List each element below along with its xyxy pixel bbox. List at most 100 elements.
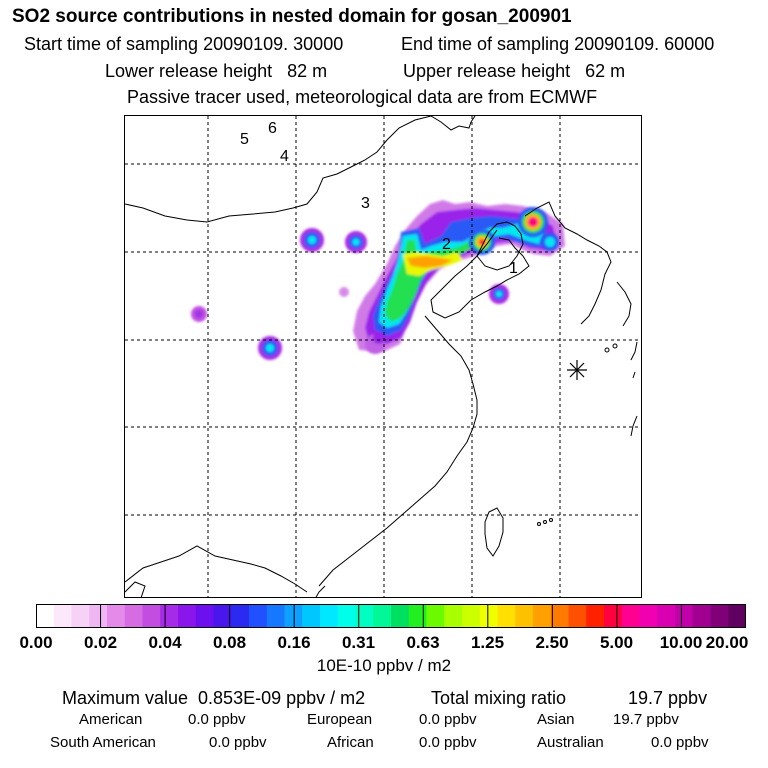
marker-4: 4 — [280, 148, 289, 165]
hotspot-mid — [345, 231, 367, 253]
colorbar-cell — [639, 604, 658, 628]
colorbar-cell — [302, 604, 321, 628]
colorbar-tick-label: 5.00 — [599, 633, 634, 652]
region-value-african: 0.0 ppbv — [419, 734, 477, 751]
colorbar-cell — [675, 604, 694, 628]
upper-release-height-label: Upper release height 62 m — [403, 61, 626, 81]
total-mixing-ratio-value: 19.7 ppbv — [628, 688, 708, 708]
map-islands — [537, 343, 618, 526]
plume-orange — [407, 256, 453, 268]
colorbar-tick-label: 0.04 — [148, 633, 182, 652]
colorbar-cell — [355, 604, 374, 628]
region-label-south-american: South American — [50, 734, 156, 751]
colorbar-tick-label: 1.25 — [470, 633, 505, 652]
colorbar-tick-label: 0.16 — [277, 633, 311, 652]
colorbar — [36, 604, 746, 628]
colorbar-cell — [231, 604, 250, 628]
region-label-american: American — [79, 711, 143, 728]
maximum-value-label: Maximum value 0.853E-09 ppbv / m2 — [62, 688, 366, 708]
hotspot-far-west — [191, 306, 207, 322]
colorbar-cell — [692, 604, 712, 628]
colorbar-cell — [53, 604, 73, 628]
tracer-label: Passive tracer used, meteorological data… — [127, 87, 598, 107]
hotspot-small — [339, 287, 349, 297]
hotspot-bohai-a — [469, 229, 495, 255]
colorbar-tick-label: 2.50 — [535, 633, 569, 652]
colorbar-cell — [320, 604, 339, 628]
region-value-american: 0.0 ppbv — [188, 711, 246, 728]
region-value-australian: 0.0 ppbv — [651, 734, 709, 751]
region-label-african: African — [327, 734, 374, 751]
hotspot-southwest — [258, 336, 282, 360]
colorbar-cell — [107, 604, 126, 628]
map-plot: 1 2 3 4 5 6 — [125, 116, 641, 597]
colorbar-cell — [586, 604, 605, 628]
colorbar-cell — [479, 604, 499, 628]
colorbar-cell — [497, 604, 516, 628]
colorbar-cell — [462, 604, 481, 628]
colorbar-cell — [89, 604, 108, 628]
colorbar-cell — [533, 604, 552, 628]
colorbar-cell — [444, 604, 463, 628]
colorbar-tick-label: 10.00 — [659, 633, 703, 652]
colorbar-cell — [728, 604, 746, 628]
colorbar-cell — [213, 604, 232, 628]
colorbar-cell — [657, 604, 676, 628]
colorbar-cell — [604, 604, 623, 628]
colorbar-tick-label: 0.08 — [212, 633, 247, 652]
marker-1: 1 — [509, 260, 518, 277]
hotspot-shandong — [489, 284, 509, 304]
marker-3: 3 — [361, 195, 370, 212]
colorbar-cell — [373, 604, 392, 628]
colorbar-tick-label: 0.31 — [341, 633, 376, 652]
start-time-label: Start time of sampling 20090109. 30000 — [24, 34, 344, 54]
region-label-asian: Asian — [537, 711, 575, 728]
region-label-european: European — [307, 711, 373, 728]
hotspot-south-plume — [365, 332, 385, 354]
colorbar-cell — [178, 604, 197, 628]
map-grid — [125, 116, 641, 597]
colorbar-cell — [195, 604, 215, 628]
colorbar-cell — [337, 604, 357, 628]
receptor-asterisk-marker — [567, 360, 587, 380]
colorbar-cell — [142, 604, 161, 628]
colorbar-cell — [266, 604, 286, 628]
total-mixing-ratio-label: Total mixing ratio — [431, 688, 567, 708]
colorbar-cell — [71, 604, 90, 628]
colorbar-tick-label: 0.02 — [83, 633, 118, 652]
concentration-field — [353, 200, 565, 352]
marker-6: 6 — [268, 120, 277, 137]
region-label-australian: Australian — [537, 734, 604, 751]
marker-5: 5 — [240, 131, 249, 148]
colorbar-tick-label: 20.00 — [705, 633, 749, 652]
colorbar-cell — [568, 604, 587, 628]
colorbar-cell — [515, 604, 534, 628]
region-value-south-american: 0.0 ppbv — [209, 734, 267, 751]
colorbar-cell — [426, 604, 445, 628]
colorbar-cell — [249, 604, 268, 628]
colorbar-units: 10E-10 ppbv / m2 — [316, 656, 452, 675]
colorbar-cell — [621, 604, 641, 628]
marker-2: 2 — [442, 236, 451, 253]
end-time-label: End time of sampling 20090109. 60000 — [401, 34, 715, 54]
colorbar-cell — [408, 604, 428, 628]
hotspot-west — [300, 228, 324, 252]
map-panel: 1 2 3 4 5 6 — [124, 115, 642, 598]
taiwan-island — [484, 507, 504, 557]
hotspot-east — [541, 233, 559, 251]
colorbar-cell — [284, 604, 303, 628]
map-coastlines — [125, 116, 638, 597]
colorbar-cell — [550, 604, 570, 628]
plume-cyan — [379, 224, 543, 328]
hotspot-liaoning — [518, 207, 548, 237]
chart-title: SO2 source contributions in nested domai… — [12, 6, 572, 27]
lower-release-height-label: Lower release height 82 m — [105, 61, 328, 81]
colorbar-cell — [124, 604, 144, 628]
colorbar-cell — [391, 604, 410, 628]
region-value-asian: 19.7 ppbv — [613, 711, 679, 728]
colorbar-cell — [710, 604, 729, 628]
region-value-european: 0.0 ppbv — [419, 711, 477, 728]
colorbar-tick-label: 0.00 — [19, 633, 53, 652]
colorbar-tick-label: 0.63 — [406, 633, 440, 652]
colorbar-cell — [160, 604, 179, 628]
